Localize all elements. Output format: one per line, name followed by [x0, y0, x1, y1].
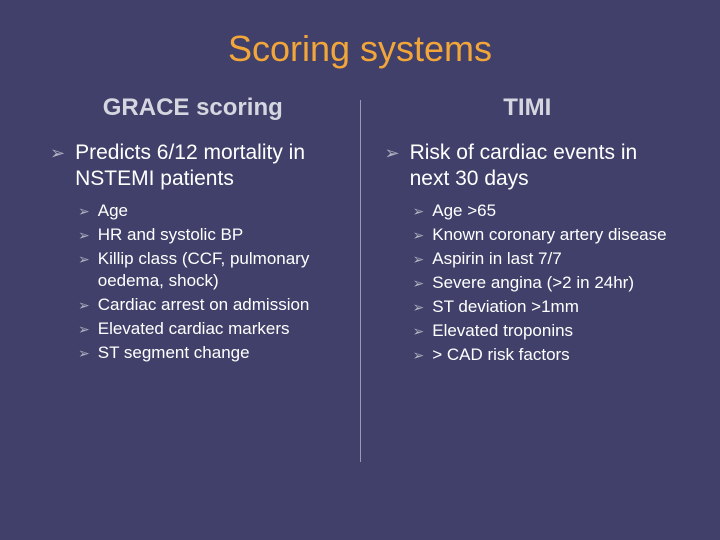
list-item: ➢ Elevated cardiac markers: [78, 318, 336, 340]
bullet-icon: ➢: [78, 294, 90, 316]
sub-item-text: Elevated troponins: [432, 320, 573, 342]
bullet-icon: ➢: [78, 318, 90, 340]
list-item: ➢ Age: [78, 200, 336, 222]
bullet-icon: ➢: [78, 224, 90, 246]
list-item: ➢ Elevated troponins: [413, 320, 671, 342]
list-item: ➢ Known coronary artery disease: [413, 224, 671, 246]
sub-item-text: HR and systolic BP: [98, 224, 244, 246]
bullet-icon: ➢: [78, 342, 90, 364]
list-item: ➢ Predicts 6/12 mortality in NSTEMI pati…: [50, 140, 336, 192]
list-item: ➢ ST deviation >1mm: [413, 296, 671, 318]
right-main-list: ➢ Risk of cardiac events in next 30 days: [385, 140, 671, 192]
left-heading: GRACE scoring: [50, 94, 336, 122]
bullet-icon: ➢: [78, 200, 90, 222]
bullet-icon: ➢: [413, 296, 425, 318]
sub-item-text: ST segment change: [98, 342, 250, 364]
right-sub-list: ➢ Age >65 ➢ Known coronary artery diseas…: [413, 200, 671, 366]
sub-item-text: Cardiac arrest on admission: [98, 294, 310, 316]
columns-container: GRACE scoring ➢ Predicts 6/12 mortality …: [40, 94, 680, 492]
bullet-icon: ➢: [413, 224, 425, 246]
main-item-text: Predicts 6/12 mortality in NSTEMI patien…: [75, 140, 335, 192]
sub-item-text: Aspirin in last 7/7: [432, 248, 561, 270]
bullet-icon: ➢: [413, 320, 425, 342]
bullet-icon: ➢: [78, 248, 90, 270]
right-column: TIMI ➢ Risk of cardiac events in next 30…: [361, 94, 681, 492]
list-item: ➢ > CAD risk factors: [413, 344, 671, 366]
list-item: ➢ Severe angina (>2 in 24hr): [413, 272, 671, 294]
list-item: ➢ Killip class (CCF, pulmonary oedema, s…: [78, 248, 336, 292]
sub-item-text: Age >65: [432, 200, 496, 222]
list-item: ➢ Age >65: [413, 200, 671, 222]
list-item: ➢ Risk of cardiac events in next 30 days: [385, 140, 671, 192]
sub-item-text: Age: [98, 200, 128, 222]
sub-item-text: Severe angina (>2 in 24hr): [432, 272, 634, 294]
sub-item-text: > CAD risk factors: [432, 344, 569, 366]
bullet-icon: ➢: [413, 272, 425, 294]
sub-item-text: Killip class (CCF, pulmonary oedema, sho…: [98, 248, 336, 292]
sub-item-text: Known coronary artery disease: [432, 224, 666, 246]
list-item: ➢ HR and systolic BP: [78, 224, 336, 246]
left-sub-list: ➢ Age ➢ HR and systolic BP ➢ Killip clas…: [78, 200, 336, 364]
list-item: ➢ Aspirin in last 7/7: [413, 248, 671, 270]
bullet-icon: ➢: [50, 140, 65, 166]
bullet-icon: ➢: [413, 248, 425, 270]
bullet-icon: ➢: [413, 344, 425, 366]
main-item-text: Risk of cardiac events in next 30 days: [410, 140, 670, 192]
right-heading: TIMI: [385, 94, 671, 122]
sub-item-text: ST deviation >1mm: [432, 296, 579, 318]
slide: Scoring systems GRACE scoring ➢ Predicts…: [0, 0, 720, 540]
list-item: ➢ Cardiac arrest on admission: [78, 294, 336, 316]
left-main-list: ➢ Predicts 6/12 mortality in NSTEMI pati…: [50, 140, 336, 192]
sub-item-text: Elevated cardiac markers: [98, 318, 290, 340]
bullet-icon: ➢: [413, 200, 425, 222]
list-item: ➢ ST segment change: [78, 342, 336, 364]
bullet-icon: ➢: [385, 140, 400, 166]
left-column: GRACE scoring ➢ Predicts 6/12 mortality …: [40, 94, 360, 492]
slide-title: Scoring systems: [40, 28, 680, 70]
